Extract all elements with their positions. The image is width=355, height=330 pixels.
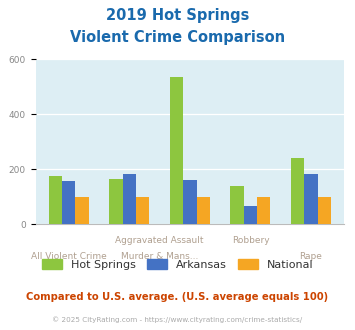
Text: © 2025 CityRating.com - https://www.cityrating.com/crime-statistics/: © 2025 CityRating.com - https://www.city…	[53, 317, 302, 323]
Bar	[62, 181, 76, 224]
Text: Compared to U.S. average. (U.S. average equals 100): Compared to U.S. average. (U.S. average …	[26, 292, 329, 302]
Bar	[183, 180, 197, 224]
Bar	[257, 197, 271, 224]
Text: Murder & Mans...: Murder & Mans...	[121, 252, 198, 261]
Bar	[230, 186, 244, 224]
Text: Aggravated Assault: Aggravated Assault	[115, 236, 204, 245]
Text: Violent Crime Comparison: Violent Crime Comparison	[70, 30, 285, 45]
Text: 2019 Hot Springs: 2019 Hot Springs	[106, 8, 249, 23]
Legend: Hot Springs, Arkansas, National: Hot Springs, Arkansas, National	[37, 255, 318, 274]
Bar	[49, 176, 62, 224]
Text: Rape: Rape	[300, 252, 322, 261]
Bar	[304, 174, 318, 224]
Bar	[291, 158, 304, 224]
Bar	[244, 206, 257, 224]
Bar	[170, 77, 183, 224]
Text: Robbery: Robbery	[232, 236, 269, 245]
Bar	[76, 197, 89, 224]
Text: All Violent Crime: All Violent Crime	[31, 252, 107, 261]
Bar	[123, 174, 136, 224]
Bar	[318, 197, 331, 224]
Bar	[109, 179, 123, 224]
Bar	[136, 197, 149, 224]
Bar	[197, 197, 210, 224]
